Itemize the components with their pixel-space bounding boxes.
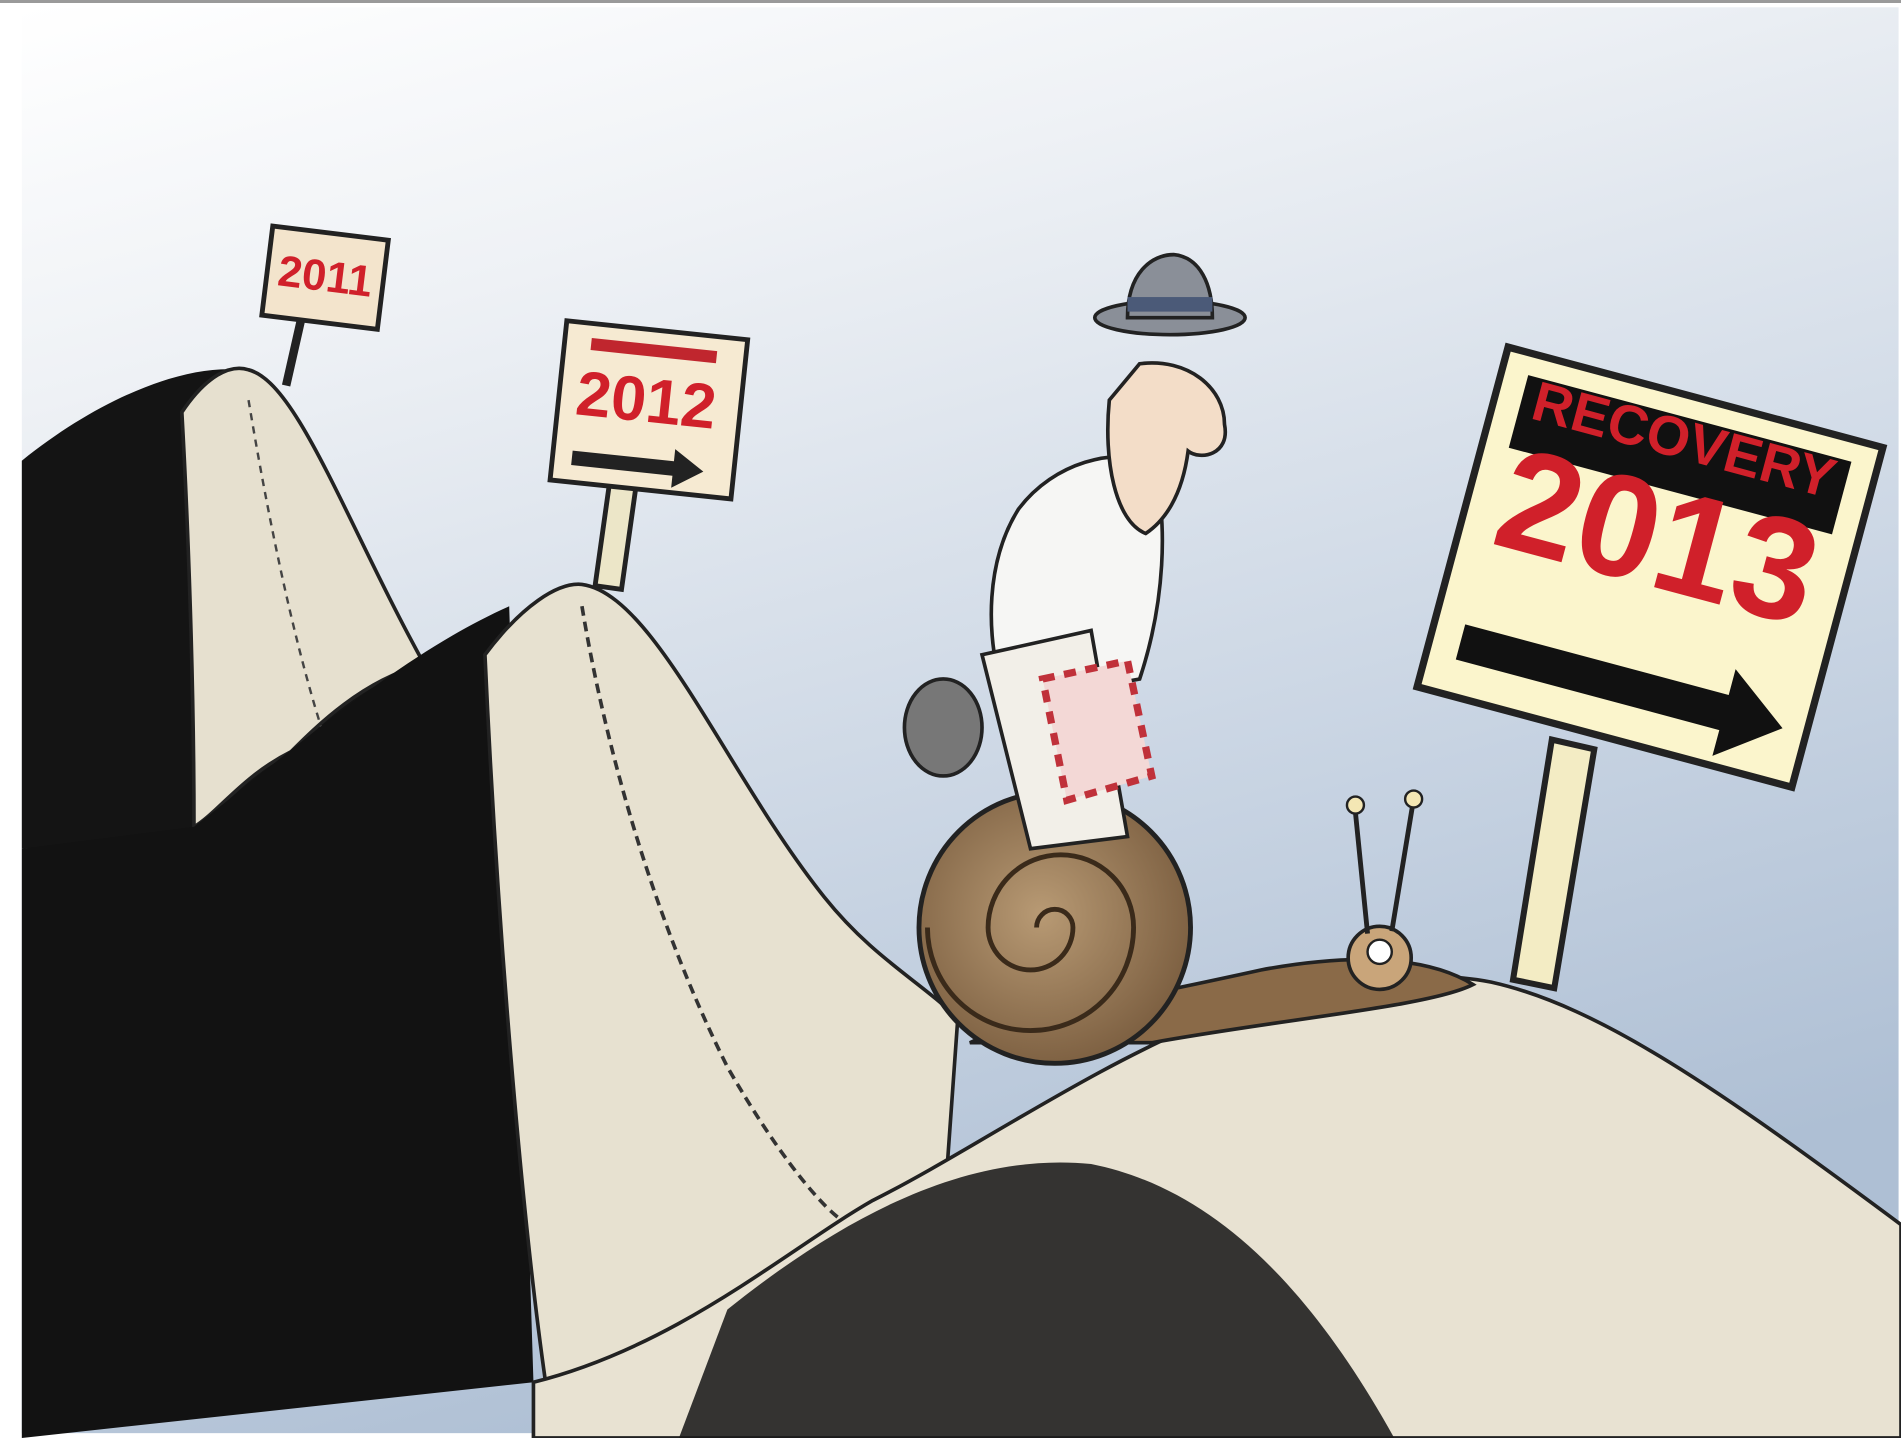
snail-antennae	[1353, 805, 1415, 934]
hill-1-road	[247, 399, 323, 728]
hill-2-road	[580, 605, 850, 1227]
sign-arrow	[571, 449, 704, 488]
post-2013	[1509, 735, 1598, 992]
sign-label: 2011	[275, 246, 375, 306]
antenna-tip	[1345, 795, 1366, 815]
hill-3-shadow	[678, 1162, 1395, 1438]
snail-eye	[1366, 938, 1394, 966]
antenna-tip	[1403, 789, 1424, 809]
shell-spiral	[925, 852, 1136, 1033]
sign-2012: 2012	[547, 318, 751, 502]
sign-banner	[1508, 375, 1852, 535]
sign-label: 2012	[573, 358, 720, 442]
satchel	[902, 677, 984, 778]
sign-stripe	[590, 337, 718, 364]
hill-2-shadow	[21, 606, 534, 1438]
sign-2011: 2011	[259, 223, 391, 332]
sign-arrow	[1455, 624, 1783, 756]
hat-band	[1127, 297, 1213, 312]
sign-board	[259, 223, 391, 332]
man-face	[1105, 361, 1228, 536]
hill-1	[180, 366, 428, 831]
post-2011	[281, 320, 305, 387]
striped-shorts	[1038, 656, 1157, 805]
